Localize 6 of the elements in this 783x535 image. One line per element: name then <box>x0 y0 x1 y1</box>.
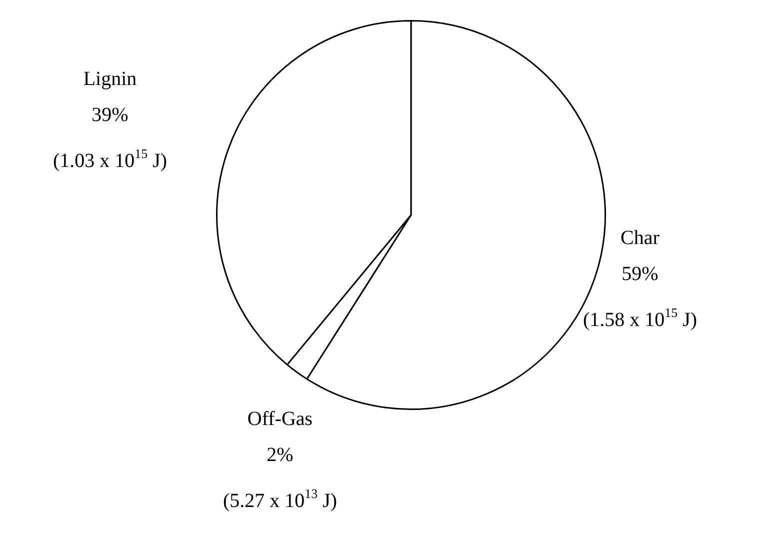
data-label: 59% <box>622 263 658 285</box>
slice-label: Lignin <box>83 68 137 90</box>
data-label: 2% <box>266 444 294 466</box>
slice-label: Char <box>620 227 660 249</box>
data-label: 39% <box>92 104 128 126</box>
slice-label: Off-Gas <box>247 408 313 430</box>
